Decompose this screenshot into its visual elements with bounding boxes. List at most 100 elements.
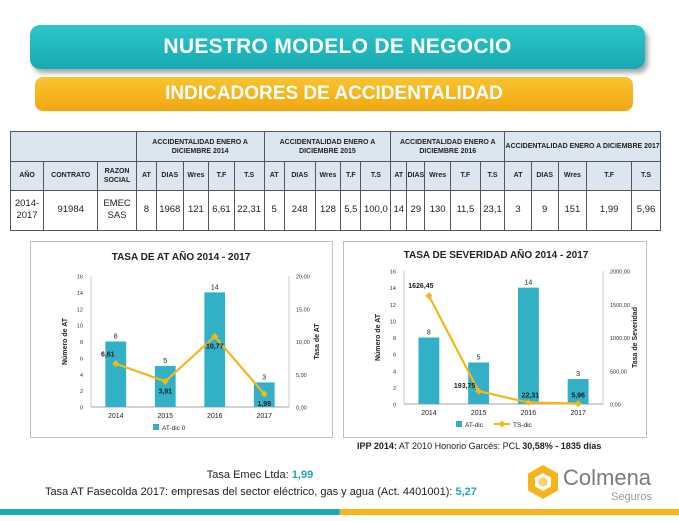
bar xyxy=(517,287,539,404)
bar-value-label: 5 xyxy=(163,358,167,365)
ipp-label: IPP 2014: xyxy=(357,441,397,451)
column-header-ts-2016: T.S xyxy=(479,161,506,191)
cell-tf-2014: 6,61 xyxy=(208,189,235,232)
line-series xyxy=(427,295,579,405)
chart-tasa-severidad: TASA DE SEVERIDAD AÑO 2014 - 2017 0 2 4 6 8 10… xyxy=(343,241,647,438)
y-tick-label: 2 xyxy=(393,386,396,392)
line-point xyxy=(211,332,219,340)
cell-wres-2016: 130 xyxy=(424,189,451,232)
y-tick-label: 16 xyxy=(77,275,83,281)
line-point xyxy=(475,387,483,395)
y2-tick-label: 10,00 xyxy=(296,340,310,346)
line-point xyxy=(112,360,120,368)
legend-swatch-bar xyxy=(456,421,462,427)
y-axis-title: Número de AT xyxy=(375,313,382,361)
cell-contrato: 91984 xyxy=(43,189,99,232)
column-header-tf-2014: T.F xyxy=(208,161,235,191)
y-tick-label: 4 xyxy=(80,373,83,379)
y2-tick-label: 1000,00 xyxy=(610,336,630,342)
footer-emec-value: 1,99 xyxy=(291,469,314,481)
bottom-color-bar xyxy=(0,509,679,515)
column-header-wres-2015: Wres xyxy=(314,161,342,191)
logo-name: Colmena xyxy=(563,465,652,490)
line-value-label: 3,91 xyxy=(158,388,172,395)
legend-swatch-bar xyxy=(153,424,159,430)
y2-axis-title: Tasa de Severidad xyxy=(632,307,639,368)
y-tick-label: 10 xyxy=(77,324,83,330)
line-value-label: 5,96 xyxy=(571,393,585,400)
column-header-contrato: CONTRATO xyxy=(43,161,99,191)
y-tick-label: 8 xyxy=(393,336,396,342)
legend-label-bar: AT-dic xyxy=(465,422,484,429)
column-header-razon-social: RAZON SOCIAL xyxy=(97,161,137,191)
line-value-label: 193,75 xyxy=(454,383,476,390)
y2-tick-label: 15,00 xyxy=(296,307,310,313)
y-tick-label: 16 xyxy=(390,270,396,276)
x-tick-label: 2017 xyxy=(570,410,586,417)
column-header-dias-2017: DIAS xyxy=(530,161,559,191)
cell-ts-2017: 5,96 xyxy=(631,189,661,232)
column-header-ts-2014: T.S xyxy=(233,161,265,191)
y2-tick-label: 5,00 xyxy=(296,373,307,379)
bar xyxy=(567,379,589,404)
ipp-value: 30,58% - 1835 días xyxy=(522,441,602,451)
cell-wres-2015: 128 xyxy=(314,189,342,232)
y2-tick-label: 0,00 xyxy=(610,403,621,409)
bar xyxy=(418,337,440,404)
x-tick-label: 2017 xyxy=(256,413,272,420)
cell-wres-2014: 121 xyxy=(182,189,210,232)
page-title: NUESTRO MODELO DE NEGOCIO xyxy=(163,35,512,58)
cell-tf-2015: 5,5 xyxy=(340,189,362,232)
cell-wres-2017: 151 xyxy=(557,189,588,232)
column-header-tf-2017: T.F xyxy=(586,161,633,191)
y-tick-label: 10 xyxy=(390,319,396,325)
page-subtitle: INDICADORES DE ACCIDENTALIDAD xyxy=(165,83,503,104)
y-tick-label: 12 xyxy=(77,307,83,313)
line-point xyxy=(524,398,532,407)
bar xyxy=(468,362,490,404)
x-tick-label: 2016 xyxy=(207,413,223,420)
column-header-at-2017: AT xyxy=(504,161,532,191)
column-header-dias-2015: DIAS xyxy=(283,161,316,191)
ipp-text: AT 2010 Honorio Garcés: PCL xyxy=(396,441,523,451)
group-header-2016: ACCIDENTALIDAD ENERO A DICIEMBRE 2016 xyxy=(390,130,506,163)
cell-at-2014: 8 xyxy=(135,189,157,232)
bar-value-label: 8 xyxy=(114,334,118,341)
bar-value-label: 14 xyxy=(211,284,219,291)
y2-tick-label: 1500,00 xyxy=(610,303,630,309)
y-tick-label: 4 xyxy=(393,369,396,375)
column-header-tf-2015: T.F xyxy=(340,161,362,191)
bar xyxy=(105,341,127,407)
group-header-2015: ACCIDENTALIDAD ENERO A DICIEMBRE 2015 xyxy=(263,130,392,163)
column-header-ts-2017: T.S xyxy=(631,161,661,191)
column-header-wres-2016: Wres xyxy=(424,161,451,191)
y-tick-label: 6 xyxy=(393,353,396,359)
line-point xyxy=(260,390,268,398)
subtitle-banner: INDICADORES DE ACCIDENTALIDAD xyxy=(35,77,633,111)
line-value-label: 1,99 xyxy=(257,401,271,408)
column-header-at-2015: AT xyxy=(263,161,285,191)
footer-line-2: Tasa AT Fasecolda 2017: empresas del sec… xyxy=(45,486,477,498)
cell-tf-2016: 11,5 xyxy=(449,189,481,232)
legend-label-line: TS-dic xyxy=(513,422,533,429)
tasa-severidad-chart-svg: TASA DE SEVERIDAD AÑO 2014 - 2017 0 2 4 6 8 10… xyxy=(375,248,639,429)
bar-value-label: 3 xyxy=(576,371,580,378)
y-axis-title: Número de AT xyxy=(62,317,69,365)
cell-ts-2014: 22,31 xyxy=(233,189,265,232)
cell-razon-social: EMEC SAS xyxy=(97,189,137,232)
y2-tick-label: 0,00 xyxy=(296,406,307,412)
column-header-ano: AÑO xyxy=(9,161,45,191)
y-tick-label: 6 xyxy=(80,356,83,362)
cell-ts-2015: 100,0 xyxy=(360,189,392,232)
column-header-tf-2016: T.F xyxy=(449,161,481,191)
footer-fasecolda-value: 5,27 xyxy=(455,486,477,498)
group-header-2017: ACCIDENTALIDAD ENERO A DICIEMBRE 2017 xyxy=(504,130,661,163)
line-value-label: 1626,45 xyxy=(408,283,433,290)
tasa-at-chart-svg: TASA DE AT AÑO 2014 - 2017 0 2 4 6 8 10 12 14 16 0… xyxy=(62,250,321,432)
line-value-label: 6,61 xyxy=(101,352,115,359)
bar-value-label: 14 xyxy=(524,280,532,287)
y2-axis-title: Tasa de AT xyxy=(314,323,321,360)
x-tick-label: 2015 xyxy=(471,410,487,417)
footer-emec-label: Tasa Emec Ltda: xyxy=(206,469,292,481)
column-header-at-2014: AT xyxy=(135,161,157,191)
